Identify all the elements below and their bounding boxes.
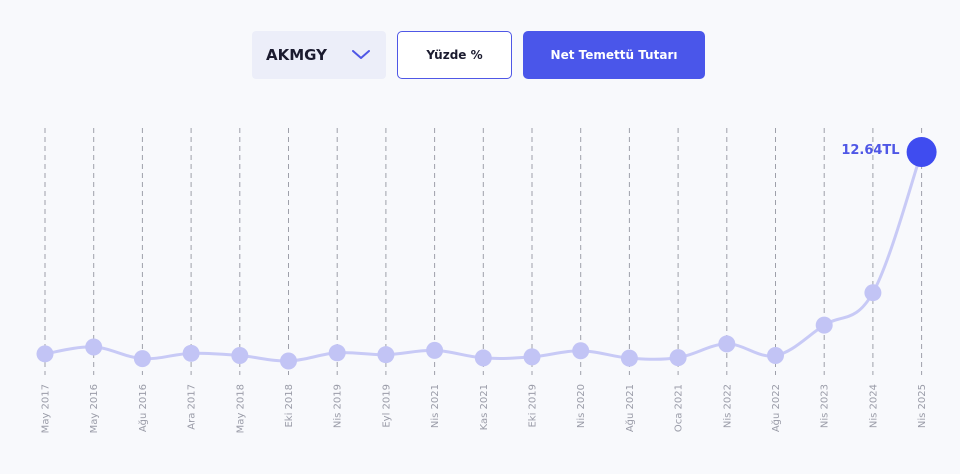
data-point [280,352,297,370]
data-point [815,316,833,334]
data-point [328,344,346,362]
data-point [669,349,687,367]
x-tick-label: Nis 2021 [430,384,441,428]
x-tick-label: May 2017 [41,384,52,433]
highlight-point [906,137,937,167]
x-tick-label: Ara 2017 [187,384,198,430]
data-point [523,348,541,366]
x-tick-label: Ağu 2022 [770,384,782,432]
data-point [474,349,492,367]
net-dividend-amount-button[interactable]: Net Temettü Tutarı [523,31,705,79]
data-point [231,347,249,365]
x-tick-label: Nis 2025 [917,384,928,428]
chevron-down-icon [352,49,372,61]
data-point [182,344,200,362]
x-tick-label: Nis 2024 [868,384,879,428]
x-tick-label: May 2016 [89,384,100,433]
data-point [85,338,103,356]
x-tick-label: May 2018 [235,384,246,433]
data-point [36,345,54,363]
symbol-select-value: AKMGY [266,46,328,64]
x-tick-label: Ağu 2021 [624,384,636,432]
data-point [572,342,590,360]
x-tick-label: Eyl 2019 [381,384,392,428]
x-tick-label: Eki 2018 [284,384,295,428]
data-point [133,350,151,368]
x-tick-label: Nis 2022 [722,384,733,428]
x-tick-label: Oca 2021 [674,384,685,432]
symbol-select[interactable]: AKMGY [252,31,386,79]
data-point [426,341,444,359]
x-tick-label: Ağu 2016 [137,384,149,432]
data-point [767,347,784,365]
x-tick-label: Nis 2023 [820,384,831,428]
data-point [718,335,736,353]
x-tick-label: Nis 2019 [333,384,344,428]
highlight-value-label: 12.64TL [841,143,899,158]
percent-button[interactable]: Yüzde % [397,31,512,79]
x-tick-label: Eki 2019 [528,384,539,428]
data-point [377,346,395,364]
data-point [620,349,638,367]
controls-bar: AKMGY Yüzde % Net Temettü Tutarı [252,31,705,79]
x-tick-label: Nis 2020 [576,384,587,428]
data-point [864,284,882,302]
x-tick-label: Kas 2021 [479,384,490,430]
